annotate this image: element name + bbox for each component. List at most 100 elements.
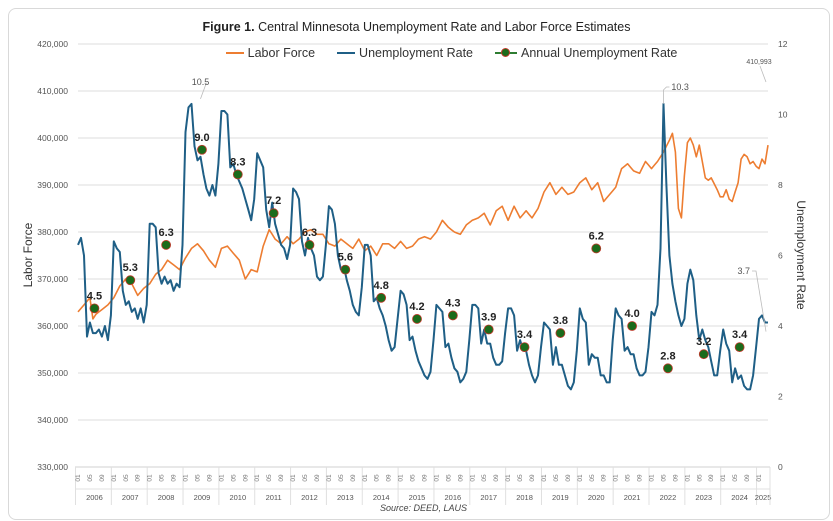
x-month-tick-label: 09 [457, 474, 464, 482]
x-month-tick-label: 05 [159, 474, 166, 482]
x-year-label: 2023 [695, 493, 712, 502]
y-right-tick-label: 6 [778, 251, 783, 261]
y-left-tick-label: 330,000 [37, 462, 68, 472]
x-month-tick-label: 01 [577, 474, 584, 482]
annual-rate-marker [197, 144, 207, 155]
x-year-label: 2016 [445, 493, 462, 502]
annual-rate-label: 3.9 [481, 312, 496, 324]
y-left-tick-label: 350,000 [37, 368, 68, 378]
x-month-tick-label: 05 [194, 474, 201, 482]
x-month-tick-label: 01 [290, 474, 297, 482]
callout-leader [663, 86, 670, 104]
x-month-tick-label: 05 [410, 474, 417, 482]
annual-rate-marker [304, 240, 315, 250]
chart-frame [8, 8, 830, 520]
annual-rate-label: 3.8 [553, 315, 568, 327]
x-month-tick-label: 09 [565, 474, 572, 482]
chart-title-text: Central Minnesota Unemployment Rate and … [254, 20, 631, 34]
x-month-tick-label: 05 [123, 474, 130, 482]
x-month-tick-label: 05 [732, 474, 739, 482]
x-year-label: 2024 [731, 493, 748, 502]
x-month-tick-label: 05 [517, 474, 524, 482]
callout-label: 410,993 [746, 59, 771, 66]
x-month-tick-label: 01 [362, 474, 369, 482]
legend-label: Annual Unemployment Rate [521, 46, 678, 60]
annual-rate-marker [698, 349, 709, 360]
legend-item-annual-rate: Annual Unemployment Rate [495, 46, 677, 60]
x-month-tick-label: 01 [684, 474, 691, 482]
x-month-tick-label: 09 [708, 474, 715, 482]
annual-rate-marker [412, 314, 422, 324]
labor-force-swatch-icon [225, 52, 244, 54]
x-year-label: 2017 [480, 493, 497, 502]
annual-rate-marker [555, 328, 566, 338]
y-left-axis-title: Labor Force [21, 222, 35, 287]
x-year-label: 2020 [588, 493, 605, 502]
annual-rate-marker [734, 342, 745, 353]
x-month-tick-label: 09 [744, 474, 751, 482]
callout-leader [759, 65, 767, 83]
x-month-tick-label: 01 [433, 474, 440, 482]
legend: Labor Force Unemployment Rate Annual Une… [0, 46, 833, 60]
callout-label: 10.3 [671, 82, 689, 92]
annual-rate-label: 7.2 [266, 195, 281, 207]
annual-rate-label: 6.3 [158, 227, 173, 239]
x-month-tick-label: 01 [254, 474, 261, 482]
x-month-tick-label: 05 [660, 474, 667, 482]
x-month-tick-label: 01 [469, 474, 476, 482]
x-month-tick-label: 01 [326, 474, 333, 482]
x-month-tick-label: 09 [386, 474, 393, 482]
x-month-tick-label: 09 [672, 474, 679, 482]
x-month-tick-label: 05 [338, 474, 345, 482]
labor-force-line [77, 132, 769, 320]
x-month-tick-label: 05 [553, 474, 560, 482]
x-month-tick-label: 01 [398, 474, 405, 482]
x-year-label: 2018 [516, 493, 533, 502]
x-month-tick-label: 05 [87, 474, 94, 482]
annual-rate-label: 4.8 [374, 280, 389, 292]
x-year-label: 2019 [552, 493, 569, 502]
annual-rate-marker [627, 321, 637, 331]
legend-item-labor-force: Labor Force [225, 46, 316, 60]
annual-rate-label: 5.3 [123, 262, 138, 274]
x-year-label: 2025 [755, 493, 772, 502]
x-month-tick-label: 05 [445, 474, 452, 482]
x-month-tick-label: 01 [649, 474, 656, 482]
y-left-tick-label: 340,000 [37, 415, 68, 425]
annual-rate-label: 5.6 [338, 252, 353, 264]
y-left-tick-label: 410,000 [37, 86, 68, 96]
x-month-tick-label: 09 [135, 474, 142, 482]
x-year-label: 2007 [122, 493, 139, 502]
legend-label: Labor Force [247, 46, 316, 60]
annual-rate-label: 4.5 [87, 290, 102, 302]
callout-label: 10.5 [192, 77, 210, 87]
x-month-tick-label: 09 [421, 474, 428, 482]
x-month-tick-label: 09 [493, 474, 500, 482]
x-month-tick-label: 05 [589, 474, 596, 482]
x-month-tick-label: 05 [625, 474, 632, 482]
annual-rate-marker [591, 243, 602, 254]
annual-rate-label: 3.4 [732, 329, 748, 341]
x-month-tick-label: 09 [242, 474, 249, 482]
x-month-tick-label: 01 [613, 474, 620, 482]
x-year-label: 2006 [86, 493, 103, 502]
y-right-axis-title: Unemployment Rate [794, 200, 808, 310]
y-right-tick-label: 4 [778, 321, 783, 331]
x-month-tick-label: 05 [230, 474, 237, 482]
x-month-tick-label: 01 [75, 474, 82, 482]
y-right-tick-label: 8 [778, 180, 783, 190]
annual-rate-label: 6.3 [302, 227, 317, 239]
x-year-label: 2008 [158, 493, 175, 502]
annual-rate-label: 4.3 [445, 297, 460, 309]
x-month-tick-label: 09 [171, 474, 178, 482]
x-month-tick-label: 09 [637, 474, 644, 482]
x-month-tick-label: 09 [278, 474, 285, 482]
annual-rate-marker [232, 169, 243, 180]
annual-rate-marker [340, 264, 351, 275]
x-year-label: 2011 [266, 493, 282, 502]
annual-rate-label: 9.0 [194, 132, 209, 144]
x-month-tick-label: 09 [529, 474, 536, 482]
y-left-tick-label: 380,000 [37, 227, 68, 237]
x-month-tick-label: 01 [183, 474, 190, 482]
annual-rate-label: 2.8 [660, 350, 675, 362]
